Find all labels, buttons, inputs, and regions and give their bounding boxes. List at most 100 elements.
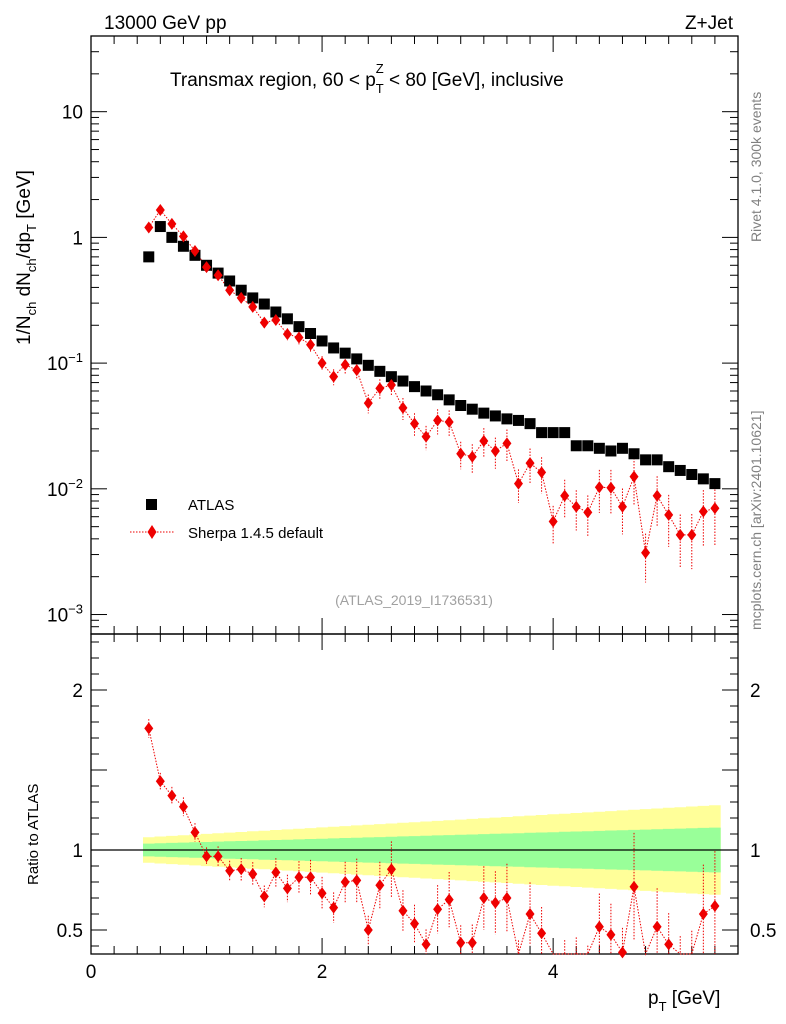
sherpa-point bbox=[502, 437, 512, 450]
sherpa-ratio-point bbox=[433, 903, 443, 916]
sherpa-ratio-point bbox=[294, 871, 304, 884]
sherpa-point bbox=[490, 444, 500, 457]
sherpa-point bbox=[306, 338, 316, 351]
main-y-tick-label: 10 bbox=[62, 103, 83, 124]
atlas-point bbox=[293, 321, 305, 333]
sherpa-ratio-point bbox=[456, 936, 466, 949]
atlas-point bbox=[443, 394, 455, 406]
sherpa-point bbox=[213, 269, 223, 282]
sherpa-ratio-point bbox=[363, 924, 373, 936]
sherpa-point bbox=[386, 378, 396, 391]
atlas-point bbox=[154, 221, 166, 233]
sherpa-point bbox=[594, 481, 604, 494]
sherpa-ratio-point bbox=[190, 826, 200, 839]
ratio-y-tick-label-right: 0.5 bbox=[750, 921, 776, 942]
sherpa-ratio-point bbox=[225, 864, 235, 877]
sherpa-point bbox=[271, 314, 281, 327]
sherpa-point bbox=[202, 261, 212, 274]
legend-atlas-marker bbox=[146, 499, 157, 510]
sherpa-ratio-point bbox=[375, 879, 385, 892]
atlas-point bbox=[640, 454, 652, 466]
sherpa-ratio-point bbox=[386, 863, 396, 876]
atlas-point bbox=[455, 400, 467, 412]
atlas-point bbox=[420, 385, 432, 397]
data-marks bbox=[91, 204, 738, 959]
side-label-bottom: mcplots.cern.ch [arXiv:2401.10621] bbox=[748, 411, 764, 630]
atlas-point bbox=[512, 414, 524, 426]
sherpa-point bbox=[248, 300, 258, 313]
atlas-point bbox=[605, 445, 617, 457]
atlas-point bbox=[709, 478, 721, 490]
sherpa-ratio-point bbox=[617, 946, 627, 959]
sherpa-point bbox=[571, 500, 581, 513]
sherpa-point bbox=[652, 489, 662, 502]
ratio-y-label: Ratio to ATLAS bbox=[25, 784, 42, 885]
atlas-point bbox=[224, 275, 236, 287]
atlas-point bbox=[674, 464, 686, 476]
atlas-point bbox=[616, 442, 628, 454]
atlas-point bbox=[339, 347, 351, 359]
atlas-point bbox=[651, 454, 663, 466]
sherpa-ratio-point bbox=[594, 920, 604, 933]
side-label-top: Rivet 4.1.0, 300k events bbox=[748, 92, 764, 242]
sherpa-ratio-point bbox=[444, 893, 454, 906]
sherpa-ratio-point bbox=[202, 850, 212, 863]
sherpa-ratio-point bbox=[421, 938, 431, 951]
sherpa-ratio-point bbox=[710, 900, 720, 912]
sherpa-ratio-point bbox=[698, 908, 708, 920]
sherpa-point bbox=[687, 528, 697, 541]
atlas-point bbox=[501, 413, 513, 425]
x-axis-label: pT [GeV] bbox=[648, 988, 720, 1014]
atlas-point bbox=[374, 365, 386, 377]
atlas-point bbox=[697, 473, 709, 485]
sherpa-ratio-point bbox=[317, 887, 327, 900]
atlas-point bbox=[177, 240, 189, 252]
atlas-point bbox=[686, 468, 698, 480]
sherpa-point bbox=[456, 447, 466, 460]
x-tick-label: 0 bbox=[86, 962, 97, 983]
atlas-point bbox=[328, 342, 340, 354]
sherpa-point bbox=[155, 204, 165, 217]
sherpa-ratio-point bbox=[271, 866, 281, 879]
sherpa-point bbox=[617, 500, 627, 513]
sherpa-point bbox=[225, 284, 235, 297]
sherpa-ratio-point bbox=[306, 871, 316, 884]
atlas-point bbox=[305, 327, 317, 339]
y-axis-label: 1/Nch dNch/dpT [GeV] bbox=[14, 170, 39, 345]
sherpa-ratio-point bbox=[537, 927, 547, 940]
atlas-point bbox=[489, 410, 501, 422]
x-tick-label: 2 bbox=[317, 962, 328, 983]
atlas-point bbox=[466, 403, 478, 415]
atlas-point bbox=[258, 298, 270, 310]
sherpa-point bbox=[641, 546, 651, 559]
sherpa-point bbox=[178, 230, 188, 243]
chart-title: Transmax region, 60 < pTZ < 80 [GeV], in… bbox=[170, 61, 564, 96]
sherpa-point bbox=[329, 370, 339, 383]
sherpa-point bbox=[352, 364, 362, 377]
sherpa-ratio-point bbox=[282, 882, 292, 895]
atlas-point bbox=[235, 284, 247, 296]
sherpa-ratio-point bbox=[606, 928, 616, 941]
sherpa-point bbox=[294, 331, 304, 344]
ratio-y-tick-label-right: 2 bbox=[750, 681, 761, 702]
atlas-point bbox=[524, 418, 536, 430]
sherpa-ratio-point bbox=[248, 868, 258, 880]
sherpa-point bbox=[398, 401, 408, 414]
sherpa-point bbox=[548, 515, 558, 528]
sherpa-ratio-point bbox=[398, 904, 408, 917]
sherpa-point bbox=[537, 466, 547, 479]
sherpa-ratio-point bbox=[236, 863, 246, 876]
atlas-point bbox=[628, 448, 640, 460]
sherpa-point bbox=[375, 382, 385, 395]
sherpa-point bbox=[433, 414, 443, 427]
atlas-point bbox=[362, 359, 374, 371]
x-tick-label: 4 bbox=[548, 962, 559, 983]
sherpa-point bbox=[664, 508, 674, 521]
analysis-annotation: (ATLAS_2019_I1736531) bbox=[335, 592, 493, 608]
atlas-point bbox=[385, 371, 397, 383]
legend-sherpa-label: Sherpa 1.4.5 default bbox=[188, 525, 324, 542]
main-y-tick-label: 10−1 bbox=[47, 350, 83, 375]
sherpa-point bbox=[259, 316, 269, 329]
sherpa-ratio-point bbox=[629, 880, 639, 893]
sherpa-point bbox=[421, 430, 431, 443]
